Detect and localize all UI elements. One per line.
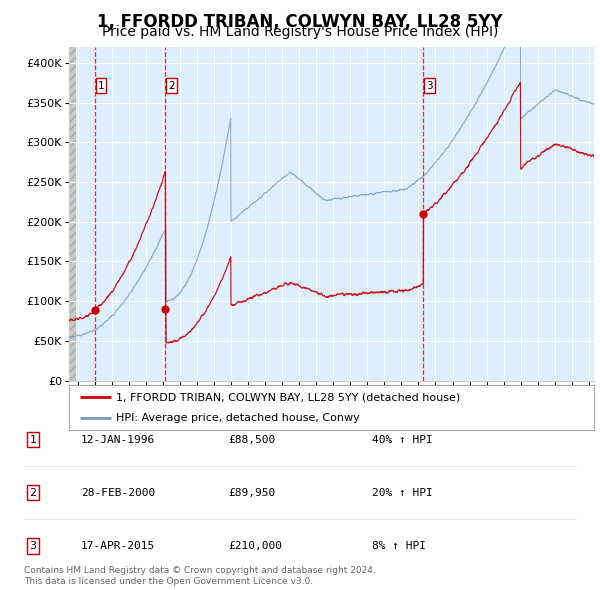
Text: 2: 2 — [168, 81, 175, 90]
Text: 40% ↑ HPI: 40% ↑ HPI — [372, 435, 433, 444]
Text: 20% ↑ HPI: 20% ↑ HPI — [372, 488, 433, 497]
Text: 1, FFORDD TRIBAN, COLWYN BAY, LL28 5YY: 1, FFORDD TRIBAN, COLWYN BAY, LL28 5YY — [97, 13, 503, 31]
Text: £89,950: £89,950 — [228, 488, 275, 497]
Text: 28-FEB-2000: 28-FEB-2000 — [81, 488, 155, 497]
Bar — [69, 47, 76, 381]
Text: £88,500: £88,500 — [228, 435, 275, 444]
Text: HPI: Average price, detached house, Conwy: HPI: Average price, detached house, Conw… — [116, 412, 360, 422]
Text: Price paid vs. HM Land Registry's House Price Index (HPI): Price paid vs. HM Land Registry's House … — [102, 25, 498, 39]
Text: 12-JAN-1996: 12-JAN-1996 — [81, 435, 155, 444]
Text: 8% ↑ HPI: 8% ↑ HPI — [372, 541, 426, 550]
Text: £210,000: £210,000 — [228, 541, 282, 550]
Text: 3: 3 — [29, 541, 37, 550]
Text: 3: 3 — [426, 81, 433, 90]
Text: 2: 2 — [29, 488, 37, 497]
Text: Contains HM Land Registry data © Crown copyright and database right 2024.
This d: Contains HM Land Registry data © Crown c… — [24, 566, 376, 586]
Text: 17-APR-2015: 17-APR-2015 — [81, 541, 155, 550]
Text: 1, FFORDD TRIBAN, COLWYN BAY, LL28 5YY (detached house): 1, FFORDD TRIBAN, COLWYN BAY, LL28 5YY (… — [116, 392, 461, 402]
Text: 1: 1 — [98, 81, 104, 90]
Text: 1: 1 — [29, 435, 37, 444]
